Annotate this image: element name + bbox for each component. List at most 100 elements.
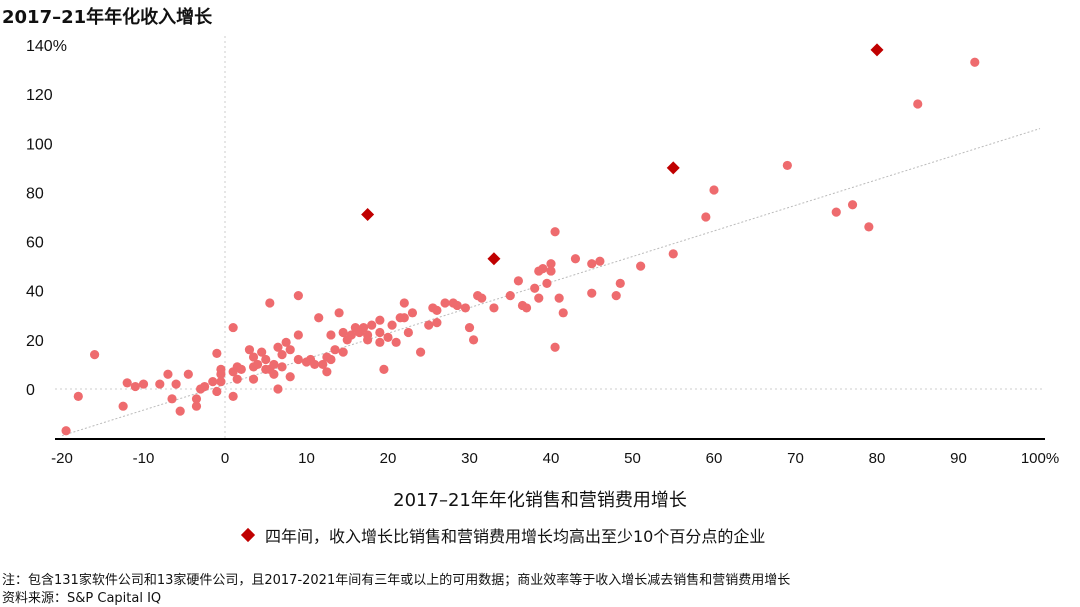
company-point <box>310 359 320 370</box>
company-point <box>269 359 279 370</box>
company-point <box>171 379 181 389</box>
legend: 四年间，收入增长比销售和营销费用增长均高出至少10个百分点的企业 <box>240 523 765 547</box>
company-point <box>468 335 479 345</box>
company-point <box>587 288 597 298</box>
company-point <box>232 374 242 384</box>
company-point <box>191 394 202 404</box>
company-point <box>550 227 560 237</box>
source-note: 资料来源：S&P Capital IQ <box>2 591 162 606</box>
data-points <box>61 43 980 436</box>
x-tick-label: 90 <box>950 450 967 467</box>
company-point <box>913 99 923 109</box>
company-point <box>277 362 287 372</box>
company-point <box>668 249 678 259</box>
x-tick-label: 100% <box>1021 450 1059 467</box>
company-point <box>216 369 226 379</box>
company-point <box>363 335 373 345</box>
y-tick-label: 80 <box>26 185 44 202</box>
company-point <box>477 293 487 303</box>
company-point <box>183 369 193 379</box>
company-point <box>407 308 418 318</box>
company-point <box>424 320 434 330</box>
company-point <box>244 345 255 355</box>
x-tick-label: 20 <box>380 450 397 467</box>
company-point <box>326 330 336 340</box>
y-tick-label: 0 <box>26 382 35 399</box>
company-point <box>595 256 605 266</box>
company-point <box>208 377 218 387</box>
company-point <box>191 401 202 411</box>
highlight-point <box>487 252 501 266</box>
company-point <box>273 342 283 352</box>
company-point <box>118 401 128 411</box>
highlight-point <box>361 208 375 222</box>
company-point <box>416 347 426 357</box>
company-point <box>277 350 287 360</box>
x-tick-label: 30 <box>461 450 478 467</box>
company-point <box>257 347 267 357</box>
company-point <box>167 394 177 404</box>
y-tick-label: 120 <box>26 87 53 104</box>
company-point <box>265 298 275 308</box>
gridlines <box>55 36 1045 439</box>
company-point <box>970 57 980 67</box>
company-point <box>636 261 646 271</box>
company-point <box>175 406 185 416</box>
company-point <box>513 276 524 286</box>
company-point <box>346 330 356 340</box>
y-tick-label: 40 <box>26 284 44 301</box>
company-point <box>383 332 393 343</box>
company-point <box>554 293 564 303</box>
company-point <box>538 264 548 274</box>
company-point <box>293 330 303 340</box>
company-point <box>864 222 874 232</box>
company-point <box>432 305 442 315</box>
company-point <box>460 303 471 313</box>
chart-title: 2017–21年年化收入增长 <box>2 7 213 28</box>
company-point <box>273 384 283 394</box>
x-tick-label: 70 <box>787 450 804 467</box>
company-point <box>358 322 369 333</box>
x-tick-label: 0 <box>221 450 229 467</box>
x-tick-label: 40 <box>543 450 560 467</box>
company-point <box>489 303 499 313</box>
company-point <box>440 298 450 308</box>
company-point <box>326 354 336 365</box>
company-point <box>338 327 348 338</box>
company-point <box>248 374 259 384</box>
company-point <box>542 278 552 288</box>
x-tick-label: -10 <box>133 450 155 467</box>
company-point <box>387 320 397 330</box>
company-point <box>61 426 71 436</box>
x-axis-label: 2017–21年年化销售和营销费用增长 <box>393 490 687 511</box>
company-point <box>587 259 597 269</box>
company-point <box>399 313 409 323</box>
company-point <box>546 259 556 269</box>
y-tick-label: 140% <box>26 38 67 55</box>
y-tick-label: 100 <box>26 136 53 153</box>
company-point <box>248 352 259 362</box>
company-point <box>216 377 226 387</box>
y-tick-label: 20 <box>26 333 44 350</box>
tick-labels: -20 -10 0 10 20 30 40 50 60 70 80 90 100% 0 20 40 60 80 10… <box>26 38 1059 467</box>
company-point <box>464 322 475 333</box>
company-point <box>521 303 532 313</box>
y-tick-label: 60 <box>26 235 44 252</box>
company-point <box>155 379 165 389</box>
company-point <box>163 369 173 379</box>
company-point <box>138 379 149 389</box>
company-point <box>505 291 515 301</box>
company-point <box>228 391 238 401</box>
company-point <box>379 364 389 374</box>
company-point <box>122 378 132 388</box>
company-point <box>530 283 540 293</box>
company-point <box>334 308 344 318</box>
company-point <box>534 293 544 303</box>
company-point <box>90 350 100 360</box>
footnote: 注：包含131家软件公司和13家硬件公司，且2017-2021年间有三年或以上的… <box>2 573 791 588</box>
company-point <box>236 364 246 374</box>
company-point <box>375 327 385 338</box>
highlight-point <box>870 43 884 57</box>
company-point <box>701 212 711 222</box>
company-point <box>709 185 719 195</box>
